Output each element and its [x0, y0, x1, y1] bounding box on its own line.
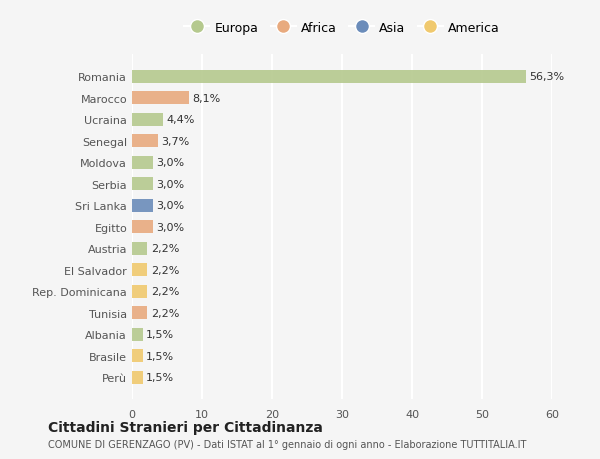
Bar — [132, 157, 153, 169]
Text: 1,5%: 1,5% — [146, 351, 174, 361]
Text: 4,4%: 4,4% — [166, 115, 194, 125]
Bar — [132, 221, 153, 234]
Text: Cittadini Stranieri per Cittadinanza: Cittadini Stranieri per Cittadinanza — [48, 420, 323, 435]
Legend: Europa, Africa, Asia, America: Europa, Africa, Asia, America — [179, 17, 505, 39]
Text: 1,5%: 1,5% — [146, 372, 174, 382]
Text: 2,2%: 2,2% — [151, 308, 179, 318]
Bar — [132, 263, 148, 276]
Bar — [132, 328, 143, 341]
Text: 56,3%: 56,3% — [530, 72, 565, 82]
Bar — [132, 178, 153, 191]
Text: 1,5%: 1,5% — [146, 330, 174, 339]
Text: 3,0%: 3,0% — [157, 201, 185, 211]
Bar — [132, 113, 163, 127]
Bar — [132, 135, 158, 148]
Bar — [132, 242, 148, 255]
Text: 8,1%: 8,1% — [192, 94, 220, 104]
Text: 2,2%: 2,2% — [151, 244, 179, 254]
Text: 2,2%: 2,2% — [151, 286, 179, 297]
Text: 3,0%: 3,0% — [157, 222, 185, 232]
Text: 3,0%: 3,0% — [157, 158, 185, 168]
Bar — [132, 349, 143, 362]
Bar — [132, 307, 148, 319]
Bar — [132, 285, 148, 298]
Text: 3,7%: 3,7% — [161, 136, 190, 146]
Text: 2,2%: 2,2% — [151, 265, 179, 275]
Text: COMUNE DI GERENZAGO (PV) - Dati ISTAT al 1° gennaio di ogni anno - Elaborazione : COMUNE DI GERENZAGO (PV) - Dati ISTAT al… — [48, 440, 526, 449]
Bar — [132, 92, 188, 105]
Bar — [132, 371, 143, 384]
Bar — [132, 199, 153, 212]
Text: 3,0%: 3,0% — [157, 179, 185, 189]
Bar — [132, 71, 526, 84]
